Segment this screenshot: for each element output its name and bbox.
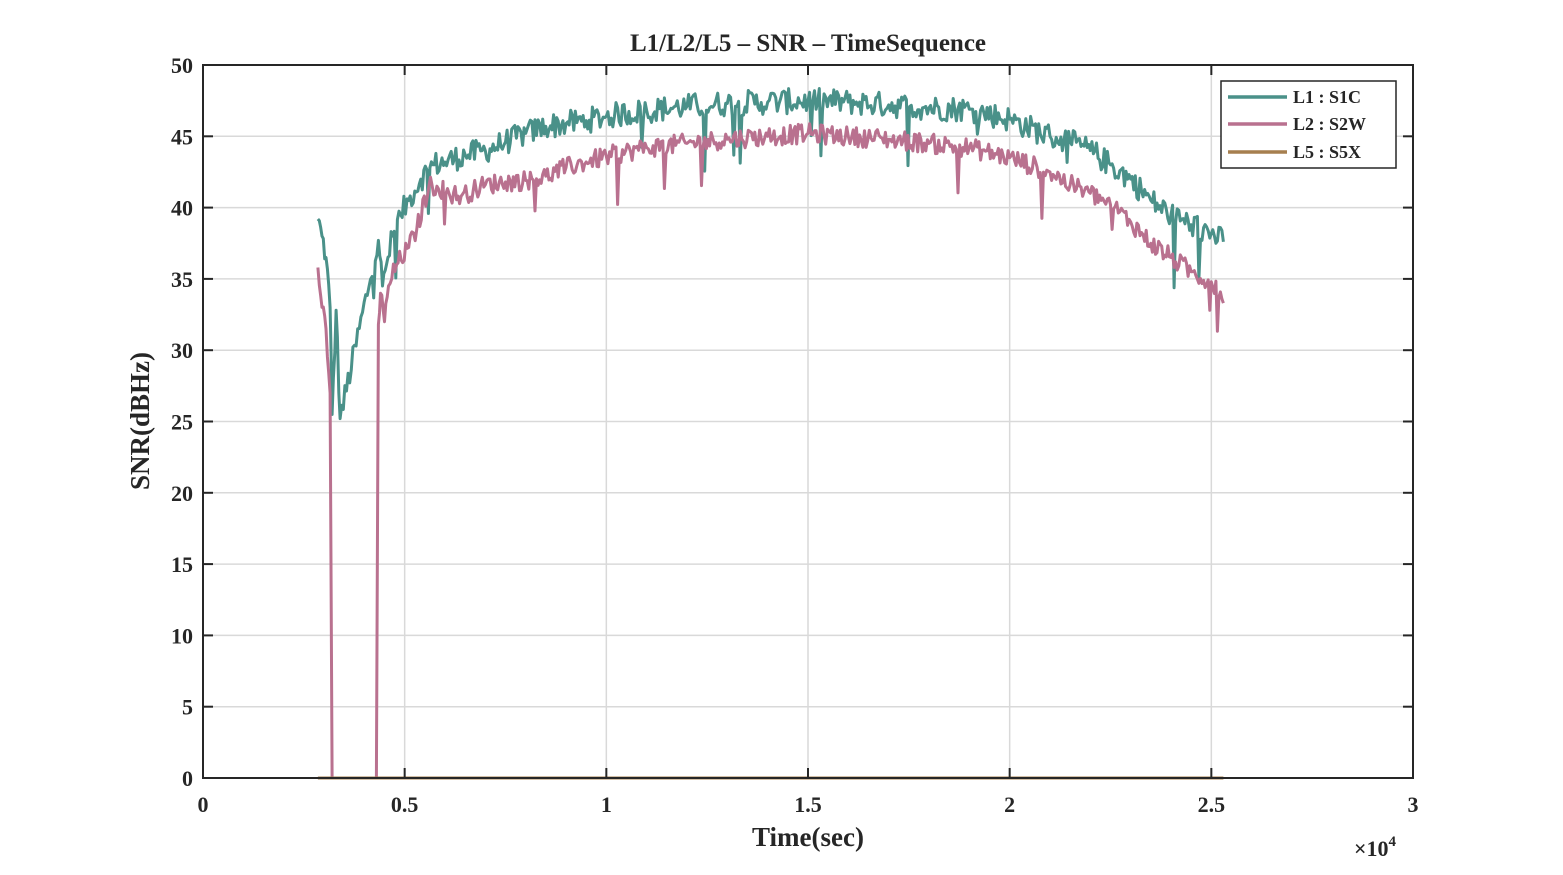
legend-label-l2: L2 : S2W [1293,114,1366,134]
x-axis-label: Time(sec) [752,822,864,852]
y-tick-label: 5 [182,695,193,720]
y-tick-label: 20 [171,481,193,506]
legend-label-l1: L1 : S1C [1293,87,1361,107]
x-tick-label: 1.5 [794,792,822,817]
series-line-2 [316,122,1225,780]
y-tick-label: 50 [171,53,193,78]
grid-lines [203,65,1413,778]
legend: L1 : S1C L2 : S2W L5 : S5X [1220,80,1397,169]
x-tick-label: 3 [1408,792,1419,817]
x-tick-label: 0.5 [391,792,419,817]
x-tick-label: 2.5 [1198,792,1226,817]
y-tick-label: 25 [171,410,193,435]
y-tick-label: 40 [171,196,193,221]
x-tick-label: 0 [198,792,209,817]
y-tick-label: 15 [171,552,193,577]
x-exponent-base: ×10 [1354,836,1389,861]
y-tick-label: 35 [171,267,193,292]
y-tick-label: 45 [171,124,193,149]
y-tick-label: 10 [171,623,193,648]
y-tick-label: 30 [171,338,193,363]
y-tick-label: 0 [182,766,193,791]
x-tick-label: 1 [601,792,612,817]
series-line-1 [316,87,1225,421]
chart-title: L1/L2/L5 – SNR – TimeSequence [630,30,986,57]
legend-label-l5: L5 : S5X [1293,142,1361,162]
x-exponent-label: ×104 [1354,834,1397,861]
x-exponent-power: 4 [1389,834,1397,850]
y-axis-label: SNR(dBHz) [125,352,155,490]
x-tick-label: 2 [1004,792,1015,817]
